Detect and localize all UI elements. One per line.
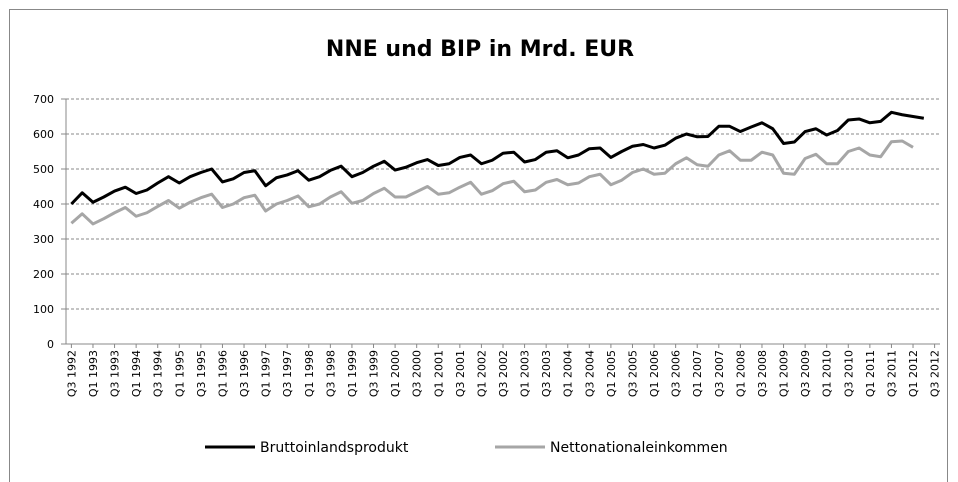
chart-title: NNE und BIP in Mrd. EUR (326, 37, 634, 62)
series-line (70, 110, 925, 206)
x-tick-label: Q1 2005 (605, 350, 618, 397)
x-tick-label: Q3 1998 (324, 350, 337, 397)
x-tick-label: Q1 2007 (691, 350, 704, 397)
x-tick-label: Q1 1993 (87, 350, 100, 397)
x-tick-label: Q3 2003 (540, 350, 553, 397)
x-tick-label: Q1 2006 (648, 350, 661, 397)
x-tick-label: Q3 1999 (368, 350, 381, 397)
x-tick-label: Q1 2002 (475, 350, 488, 397)
x-tick-label: Q3 2000 (411, 350, 424, 397)
x-tick-label: Q1 2003 (519, 350, 532, 397)
x-tick-label: Q1 1994 (130, 350, 143, 397)
x-tick-label: Q3 1994 (152, 350, 165, 397)
x-tick-label: Q3 2006 (670, 350, 683, 397)
x-tick-label: Q3 1995 (195, 350, 208, 397)
x-tick-label: Q3 2005 (626, 350, 639, 397)
x-tick-label: Q3 2008 (756, 350, 769, 397)
y-tick-label: 100 (33, 303, 54, 316)
x-tick-label: Q1 2009 (778, 350, 791, 397)
x-tick-label: Q1 2011 (864, 350, 877, 397)
y-tick-label: 0 (47, 338, 54, 351)
legend-label: Bruttoinlandsprodukt (260, 440, 409, 456)
legend-label: Nettonationaleinkommen (550, 440, 728, 456)
x-tick-label: Q3 1992 (65, 350, 78, 397)
x-tick-label: Q3 2009 (799, 350, 812, 397)
series-line (70, 139, 914, 226)
x-tick-label: Q3 2012 (929, 350, 942, 397)
y-tick-label: 300 (33, 233, 54, 246)
y-tick-label: 200 (33, 268, 54, 281)
y-tick-label: 600 (33, 128, 54, 141)
x-tick-label: Q3 2007 (713, 350, 726, 397)
x-tick-label: Q1 2001 (432, 350, 445, 397)
x-tick-label: Q3 1996 (238, 350, 251, 397)
x-tick-label: Q1 1998 (303, 350, 316, 397)
x-tick-label: Q1 1997 (260, 350, 273, 397)
x-tick-label: Q1 1995 (173, 350, 186, 397)
x-tick-label: Q3 1993 (109, 350, 122, 397)
x-tick-label: Q1 2000 (389, 350, 402, 397)
y-tick-label: 400 (33, 198, 54, 211)
x-tick-label: Q3 2010 (842, 350, 855, 397)
x-tick-label: Q1 1996 (216, 350, 229, 397)
x-tick-label: Q3 2011 (885, 350, 898, 397)
x-tick-label: Q3 2004 (583, 350, 596, 397)
y-tick-label: 700 (33, 93, 54, 106)
x-tick-label: Q1 1999 (346, 350, 359, 397)
x-tick-label: Q3 2002 (497, 350, 510, 397)
x-tick-label: Q1 2010 (821, 350, 834, 397)
x-tick-label: Q3 2001 (454, 350, 467, 397)
x-tick-label: Q3 1997 (281, 350, 294, 397)
x-tick-label: Q1 2012 (907, 350, 920, 397)
x-tick-label: Q1 2008 (734, 350, 747, 397)
x-tick-label: Q1 2004 (562, 350, 575, 397)
chart-frame (9, 9, 948, 482)
y-tick-label: 500 (33, 163, 54, 176)
